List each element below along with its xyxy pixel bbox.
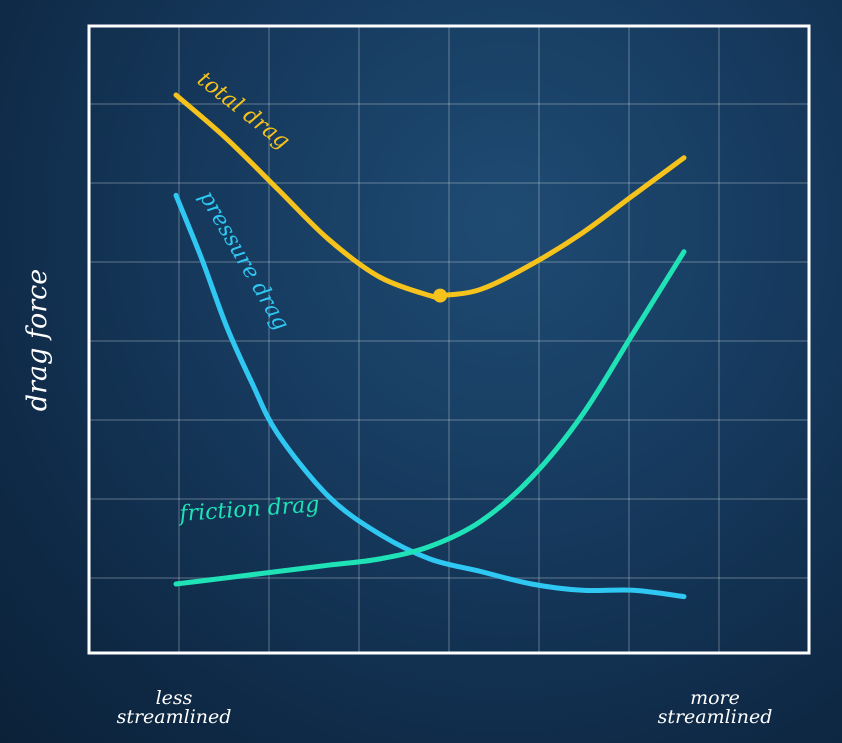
series-label-pressure-drag: pressure drag <box>194 187 294 335</box>
x-tick-right-line1: more <box>690 687 740 709</box>
plot-frame <box>87 24 811 655</box>
friction-drag-curve <box>173 249 687 587</box>
grid <box>89 26 809 653</box>
x-tick-left-line2: streamlined <box>117 706 232 728</box>
series-label-total-drag: total drag <box>192 67 294 154</box>
pressure-drag-curve <box>173 192 687 600</box>
x-tick-right-line2: streamlined <box>658 706 773 728</box>
series-label-friction-drag: friction drag <box>177 492 321 527</box>
curves <box>173 92 687 600</box>
x-tick-left-line1: less <box>156 687 193 709</box>
total-drag-minimum-point <box>433 288 448 303</box>
y-axis-label: drag force <box>22 269 53 411</box>
